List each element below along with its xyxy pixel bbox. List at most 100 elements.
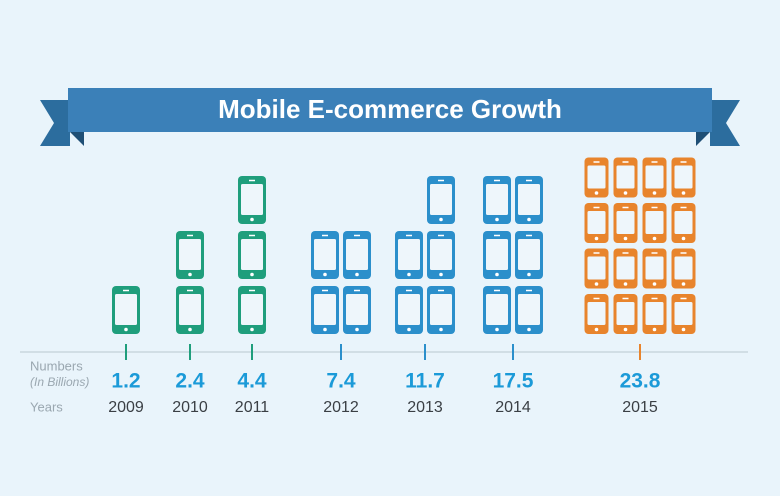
icon-group xyxy=(395,176,455,334)
phone-screen xyxy=(398,294,420,325)
phone-button xyxy=(495,327,499,332)
phone-button xyxy=(594,282,599,286)
ribbon-fold xyxy=(696,132,710,146)
category-label: 2015 xyxy=(622,399,658,416)
icon-group xyxy=(176,231,204,334)
value-label: 23.8 xyxy=(620,370,661,393)
phone-button xyxy=(407,272,411,277)
title-banner xyxy=(68,88,712,132)
phone-button xyxy=(652,282,657,286)
phone-screen xyxy=(587,256,606,280)
phone-screen xyxy=(486,184,508,215)
phone-screen xyxy=(645,165,664,189)
phone-screen xyxy=(616,302,635,325)
phone-button xyxy=(124,327,128,332)
phone-button xyxy=(681,282,686,286)
category-label: 2014 xyxy=(495,399,531,416)
phone-button xyxy=(439,272,443,277)
phone-screen xyxy=(587,165,606,189)
chart-title: Mobile E-commerce Growth xyxy=(218,94,562,124)
ribbon-fold xyxy=(70,132,84,146)
value-label: 2.4 xyxy=(175,370,205,393)
value-label: 7.4 xyxy=(326,370,356,393)
phone-button xyxy=(652,327,657,332)
phone-button xyxy=(355,272,359,277)
phone-screen xyxy=(518,239,540,270)
category-label: 2013 xyxy=(407,399,443,416)
row-label: Numbers xyxy=(30,358,83,373)
phone-button xyxy=(681,327,686,332)
phone-button xyxy=(323,327,327,332)
phone-button xyxy=(681,236,686,241)
phone-screen xyxy=(346,294,368,325)
phone-screen xyxy=(179,294,201,325)
phone-button xyxy=(527,217,531,222)
phone-screen xyxy=(587,211,606,234)
phone-button xyxy=(594,236,599,241)
phone-screen xyxy=(518,184,540,215)
phone-button xyxy=(652,236,657,241)
phone-button xyxy=(495,272,499,277)
icon-group xyxy=(483,176,543,334)
value-label: 11.7 xyxy=(405,370,445,393)
category-label: 2011 xyxy=(235,399,270,416)
phone-button xyxy=(623,282,628,286)
phone-button xyxy=(681,191,686,195)
phone-button xyxy=(250,217,254,222)
phone-screen xyxy=(616,211,635,234)
phone-button xyxy=(623,236,628,241)
value-label: 17.5 xyxy=(493,370,534,393)
phone-button xyxy=(188,327,192,332)
phone-screen xyxy=(241,184,263,215)
phone-screen xyxy=(430,294,452,325)
category-label: 2009 xyxy=(108,399,144,416)
phone-button xyxy=(250,272,254,277)
phone-screen xyxy=(486,294,508,325)
phone-screen xyxy=(674,256,693,280)
phone-screen xyxy=(616,256,635,280)
phone-button xyxy=(527,327,531,332)
phone-screen xyxy=(115,294,137,325)
phone-button xyxy=(323,272,327,277)
phone-screen xyxy=(430,239,452,270)
phone-screen xyxy=(314,294,336,325)
phone-button xyxy=(652,191,657,195)
row-label: Years xyxy=(30,399,63,414)
phone-screen xyxy=(645,211,664,234)
phone-screen xyxy=(518,294,540,325)
phone-screen xyxy=(645,302,664,325)
row-sublabel: (In Billions) xyxy=(30,375,89,389)
phone-screen xyxy=(674,165,693,189)
phone-screen xyxy=(179,239,201,270)
value-label: 1.2 xyxy=(111,370,140,393)
category-label: 2012 xyxy=(323,399,359,416)
phone-button xyxy=(439,327,443,332)
phone-screen xyxy=(674,211,693,234)
phone-screen xyxy=(674,302,693,325)
phone-screen xyxy=(314,239,336,270)
phone-screen xyxy=(616,165,635,189)
phone-button xyxy=(250,327,254,332)
phone-button xyxy=(527,272,531,277)
phone-button xyxy=(594,191,599,195)
phone-button xyxy=(623,191,628,195)
phone-button xyxy=(355,327,359,332)
phone-screen xyxy=(241,294,263,325)
phone-button xyxy=(407,327,411,332)
phone-screen xyxy=(241,239,263,270)
category-label: 2010 xyxy=(172,399,208,416)
icon-group xyxy=(112,286,140,334)
phone-button xyxy=(188,272,192,277)
icon-group xyxy=(311,231,371,334)
phone-screen xyxy=(430,184,452,215)
value-label: 4.4 xyxy=(237,370,267,393)
icon-group xyxy=(584,157,696,334)
phone-button xyxy=(495,217,499,222)
phone-button xyxy=(623,327,628,332)
phone-screen xyxy=(398,239,420,270)
phone-screen xyxy=(486,239,508,270)
phone-button xyxy=(594,327,599,332)
